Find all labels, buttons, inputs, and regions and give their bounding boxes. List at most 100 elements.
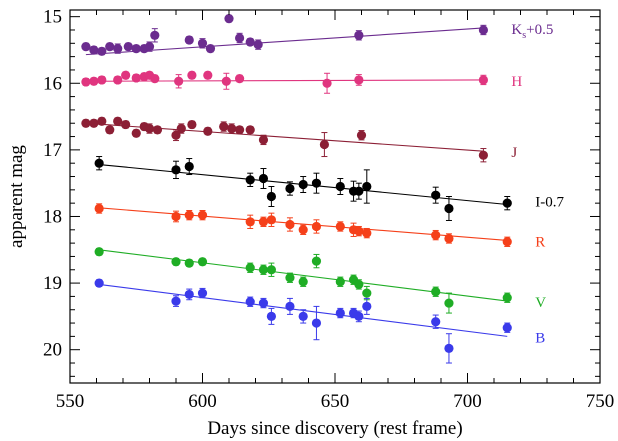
data-point-i-0-7: [431, 186, 441, 204]
marker: [113, 44, 123, 54]
data-point-i-0-7: [171, 160, 181, 180]
marker: [311, 256, 322, 266]
marker: [354, 226, 364, 236]
marker: [245, 263, 255, 273]
marker: [89, 45, 99, 55]
data-point-b: [362, 297, 372, 315]
data-point-b: [502, 322, 512, 333]
data-point-i-0-7: [298, 176, 308, 194]
marker: [354, 279, 364, 290]
marker: [354, 186, 364, 196]
marker: [184, 289, 194, 300]
marker: [184, 161, 194, 172]
data-point-r: [171, 210, 181, 223]
data-point-r: [298, 224, 308, 235]
data-point-i-0-7: [94, 156, 104, 171]
data-point-j: [152, 125, 163, 135]
marker: [105, 125, 115, 135]
marker: [502, 198, 512, 208]
data-points: [81, 14, 512, 364]
marker: [97, 116, 107, 126]
data-point-j: [258, 134, 269, 146]
marker: [258, 173, 269, 184]
data-point-i-0-7: [258, 168, 269, 190]
marker: [144, 123, 155, 134]
marker: [362, 181, 372, 192]
marker: [235, 74, 245, 84]
marker: [444, 233, 454, 244]
marker: [203, 70, 213, 80]
marker: [197, 38, 208, 48]
marker: [131, 44, 141, 54]
data-point-j: [187, 119, 197, 130]
marker: [444, 298, 454, 308]
series-label-ks-0-5: Ks+0.5: [511, 22, 553, 41]
marker: [97, 75, 107, 85]
data-point-h: [89, 76, 99, 86]
y-tick-label: 19: [43, 273, 62, 294]
data-point-v: [266, 262, 276, 277]
marker: [224, 14, 234, 24]
marker: [144, 42, 155, 52]
marker: [81, 118, 91, 128]
data-point-v: [444, 292, 454, 314]
data-point-v: [362, 285, 372, 301]
data-point-v: [354, 279, 364, 290]
marker: [203, 126, 213, 136]
marker: [285, 219, 295, 230]
data-point-r: [444, 233, 454, 244]
marker: [335, 181, 345, 192]
data-point-h: [150, 74, 160, 84]
data-point-r: [362, 227, 372, 239]
marker: [171, 211, 181, 222]
data-point-r: [285, 217, 295, 232]
data-point-h: [113, 75, 123, 85]
marker: [89, 118, 99, 128]
data-point-v: [285, 272, 295, 283]
data-point-b: [94, 278, 104, 288]
data-point-v: [245, 262, 255, 273]
data-point-j: [131, 128, 141, 138]
marker: [81, 77, 91, 87]
y-tick-label: 20: [43, 340, 62, 361]
marker: [184, 35, 194, 45]
data-point-ks-0-5: [253, 39, 263, 50]
data-point-r: [354, 225, 364, 237]
data-point-j: [235, 125, 245, 135]
data-point-h: [174, 74, 184, 89]
marker: [285, 183, 295, 194]
marker: [266, 265, 276, 275]
y-tick-label: 17: [43, 140, 62, 161]
marker: [197, 210, 208, 220]
marker: [258, 217, 269, 227]
marker: [152, 125, 163, 135]
data-point-ks-0-5: [123, 42, 133, 52]
data-point-ks-0-5: [205, 44, 216, 54]
x-tick-label: 550: [56, 391, 85, 412]
data-point-i-0-7: [362, 169, 372, 204]
marker: [184, 210, 194, 220]
marker: [121, 70, 131, 80]
series-label-b: B: [535, 330, 545, 346]
data-point-j: [97, 116, 107, 126]
marker: [131, 128, 141, 138]
marker: [431, 190, 441, 200]
series-label-v: V: [535, 295, 546, 311]
marker: [258, 298, 269, 308]
data-point-ks-0-5: [139, 44, 149, 54]
data-point-b: [311, 305, 322, 341]
series-label-i-0-7: I-0.7: [535, 194, 564, 210]
marker: [219, 121, 229, 132]
marker: [105, 42, 115, 52]
marker: [298, 277, 308, 287]
data-point-b: [335, 307, 345, 319]
data-point-b: [298, 309, 308, 324]
marker: [354, 30, 364, 40]
data-point-j: [113, 116, 123, 126]
marker: [335, 308, 345, 318]
marker: [171, 130, 181, 140]
marker: [171, 165, 181, 175]
marker: [478, 25, 488, 35]
marker: [311, 318, 322, 328]
